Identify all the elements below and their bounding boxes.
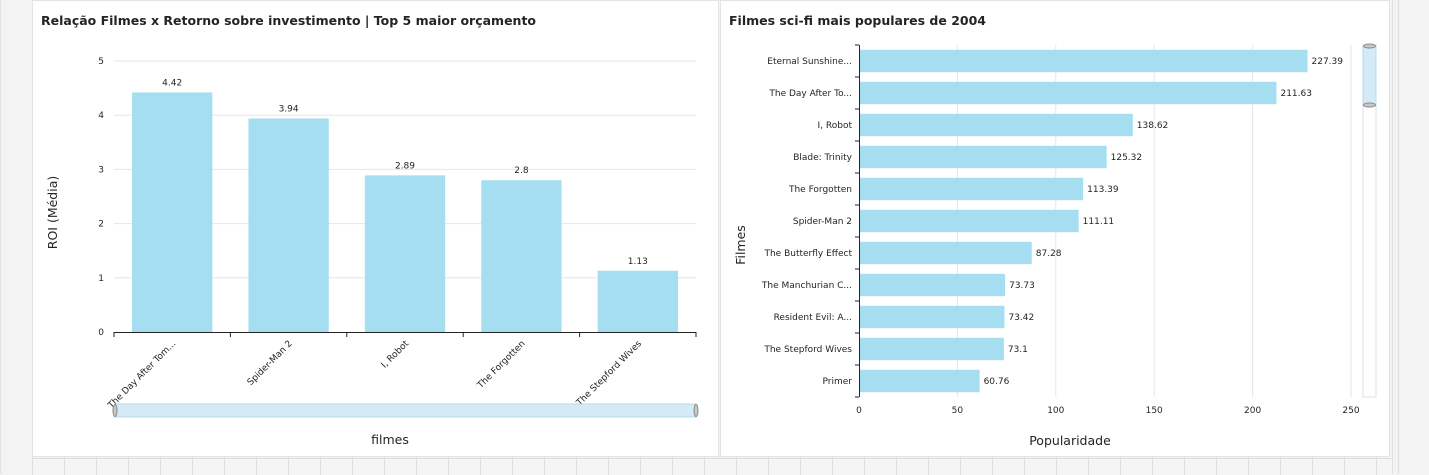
y-tick-label: Blade: Trinity	[793, 153, 852, 163]
x-tick-label: 250	[1342, 406, 1359, 416]
bar-data-label: 111.11	[1083, 217, 1115, 227]
x-tick-label: 0	[856, 406, 862, 416]
bar[interactable]	[860, 49, 1308, 73]
bar-data-label: 211.63	[1280, 89, 1312, 99]
x-tick-label: 50	[952, 406, 964, 416]
y-tick-label: The Forgotten	[788, 185, 852, 195]
scrollbar-top-handle[interactable]	[1363, 43, 1376, 49]
bar-data-label: 113.39	[1087, 185, 1119, 195]
y-tick-label: 5	[98, 57, 104, 67]
horizontal-scrollbar[interactable]	[114, 403, 697, 418]
x-tick-label: The Day After Tom...	[106, 339, 179, 412]
bar[interactable]	[364, 175, 446, 332]
bar-data-label: 138.62	[1137, 121, 1169, 131]
popularity-chart-title: Filmes sci-fi mais populares de 2004	[729, 13, 986, 28]
roi-bar-chart: 0 1 2 3 4 5 4.42 The Day After Tom... 3.94 Spider…	[45, 57, 699, 447]
y-tick-label: Spider-Man 2	[793, 217, 852, 227]
bar[interactable]	[860, 241, 1032, 265]
scrollbar-right-handle[interactable]	[693, 404, 699, 417]
roi-chart-visual[interactable]: Relação Filmes x Retorno sobre investime…	[32, 0, 719, 457]
bar-data-label: 73.42	[1008, 313, 1034, 323]
x-tick-label: The Forgotten	[475, 339, 527, 391]
y-tick-label: The Stepford Wives	[763, 345, 852, 355]
bar[interactable]	[860, 113, 1133, 137]
y-tick-label: The Butterfly Effect	[763, 249, 852, 259]
scrollbar-bottom-handle[interactable]	[1363, 102, 1376, 108]
y-tick-label: 4	[98, 111, 104, 121]
bar[interactable]	[860, 273, 1006, 297]
bar[interactable]	[132, 92, 213, 332]
canvas-bottom-strip	[32, 458, 1392, 475]
x-tick-label: 100	[1047, 406, 1064, 416]
y-axis-title: ROI (Média)	[45, 176, 60, 249]
x-axis-title: filmes	[371, 432, 409, 447]
popularity-bar-chart: 0 50 100 150 200 250 227.39 Eternal Sunshine...…	[733, 43, 1377, 448]
bar[interactable]	[860, 145, 1107, 169]
y-tick-label: The Manchurian C...	[761, 281, 852, 291]
bar[interactable]	[860, 305, 1005, 329]
x-tick-label: The Stepford Wives	[574, 339, 644, 409]
bar-data-label: 60.76	[984, 377, 1010, 387]
x-tick-label: I, Robot	[380, 339, 412, 371]
y-tick-label: I, Robot	[818, 121, 853, 131]
y-tick-label: Primer	[823, 377, 853, 387]
y-tick-label: 1	[98, 274, 104, 284]
y-tick-label: The Day After To...	[768, 89, 852, 99]
bar[interactable]	[860, 177, 1084, 201]
y-tick-label: Resident Evil: A...	[774, 313, 852, 323]
bar[interactable]	[860, 209, 1079, 233]
bar-data-label: 2.89	[395, 161, 415, 171]
bar-data-label: 3.94	[279, 104, 299, 114]
x-axis-title: Popularidade	[1029, 433, 1111, 448]
bar-data-label: 73.1	[1008, 345, 1028, 355]
x-tick-label: 150	[1146, 406, 1163, 416]
popularity-chart-visual[interactable]: Filmes sci-fi mais populares de 2004 0 50…	[720, 0, 1390, 457]
y-axis-title: Filmes	[733, 225, 748, 265]
bar-data-label: 2.8	[514, 166, 529, 176]
bar-data-label: 1.13	[628, 257, 648, 267]
bar[interactable]	[860, 81, 1277, 105]
vertical-scrollbar-thumb[interactable]	[1362, 45, 1377, 107]
bar[interactable]	[481, 180, 562, 332]
bar-data-label: 227.39	[1312, 57, 1344, 67]
y-tick-label: 0	[98, 328, 104, 338]
bar-data-label: 125.32	[1111, 153, 1143, 163]
y-tick-label: 3	[98, 165, 104, 175]
y-tick-label: 2	[98, 220, 104, 230]
scrollbar-left-handle[interactable]	[112, 404, 118, 417]
x-tick-label: 200	[1244, 406, 1261, 416]
y-tick-label: Eternal Sunshine...	[767, 57, 852, 67]
bar-data-label: 87.28	[1036, 249, 1062, 259]
bar-data-label: 4.42	[162, 78, 182, 88]
x-tick-label: Spider-Man 2	[246, 339, 295, 388]
bar[interactable]	[860, 369, 980, 393]
bar-data-label: 73.73	[1009, 281, 1035, 291]
bar[interactable]	[860, 337, 1004, 361]
roi-chart-title: Relação Filmes x Retorno sobre investime…	[41, 13, 537, 28]
bar[interactable]	[248, 118, 329, 333]
bar[interactable]	[597, 270, 678, 332]
canvas-right-strip	[1392, 0, 1429, 474]
